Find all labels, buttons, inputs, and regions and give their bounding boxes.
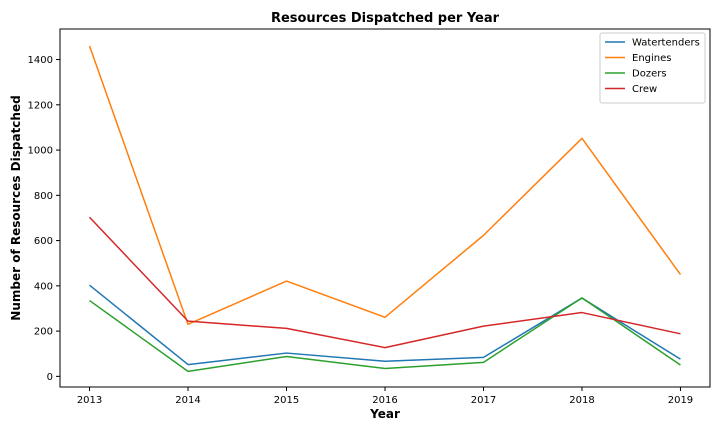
legend: Watertenders Engines Dozers Crew xyxy=(599,32,706,104)
x-tick-label: 2017 xyxy=(471,395,496,406)
x-axis-title: Year xyxy=(369,407,400,421)
legend-label: Watertenders xyxy=(632,38,700,49)
x-tick-label: 2013 xyxy=(77,395,102,406)
chart-title: Resources Dispatched per Year xyxy=(271,11,500,26)
legend-label: Engines xyxy=(632,53,671,64)
x-tick-label: 2018 xyxy=(569,395,594,406)
series-line-dozers xyxy=(89,297,681,373)
series-line-crew xyxy=(89,216,681,349)
x-tick-label: 2019 xyxy=(668,395,693,406)
x-tick-label: 2016 xyxy=(372,395,397,406)
legend-label: Crew xyxy=(632,84,657,95)
y-tick-label: 0 xyxy=(47,372,53,383)
y-axis-title: Number of Resources Dispatched xyxy=(9,95,23,320)
y-tick-label: 200 xyxy=(34,327,53,338)
x-axis: 2013 2014 2015 2016 2017 2018 2019 xyxy=(77,387,693,406)
y-tick-label: 600 xyxy=(34,236,53,247)
y-tick-label: 1400 xyxy=(28,55,53,66)
series-lines xyxy=(88,45,682,373)
y-tick-label: 1200 xyxy=(28,100,53,111)
legend-box xyxy=(599,32,706,104)
x-tick-label: 2015 xyxy=(274,395,299,406)
series-line-engines xyxy=(88,45,682,326)
legend-label: Dozers xyxy=(632,69,667,80)
y-tick-label: 400 xyxy=(34,281,53,292)
y-tick-label: 800 xyxy=(34,191,53,202)
y-axis: 0 200 400 600 800 1000 1200 1400 xyxy=(28,55,60,383)
x-tick-label: 2014 xyxy=(175,395,200,406)
y-tick-label: 1000 xyxy=(28,146,53,157)
